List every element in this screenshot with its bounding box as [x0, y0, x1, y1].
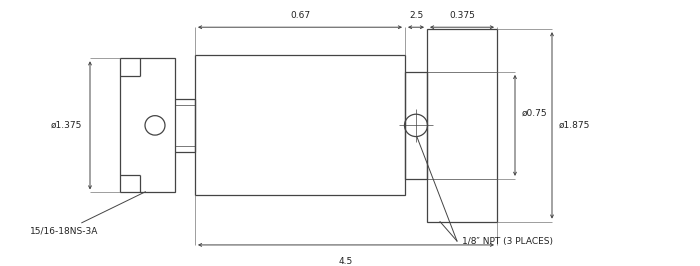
Text: 0.67: 0.67: [290, 11, 310, 20]
Text: 15/16-18NS-3A: 15/16-18NS-3A: [30, 192, 146, 236]
Text: ø1.875: ø1.875: [559, 121, 590, 130]
Text: 1/8″ NPT (3 PLACES): 1/8″ NPT (3 PLACES): [462, 236, 553, 246]
Text: 0.375: 0.375: [449, 11, 475, 20]
Text: ø0.75: ø0.75: [522, 109, 547, 118]
Bar: [427, 29, 497, 222]
Text: 2.5: 2.5: [409, 11, 423, 20]
Bar: [405, 72, 427, 179]
Text: 4.5: 4.5: [339, 257, 353, 265]
Text: ø1.375: ø1.375: [50, 121, 82, 130]
Bar: [195, 55, 405, 195]
Bar: [120, 58, 175, 192]
